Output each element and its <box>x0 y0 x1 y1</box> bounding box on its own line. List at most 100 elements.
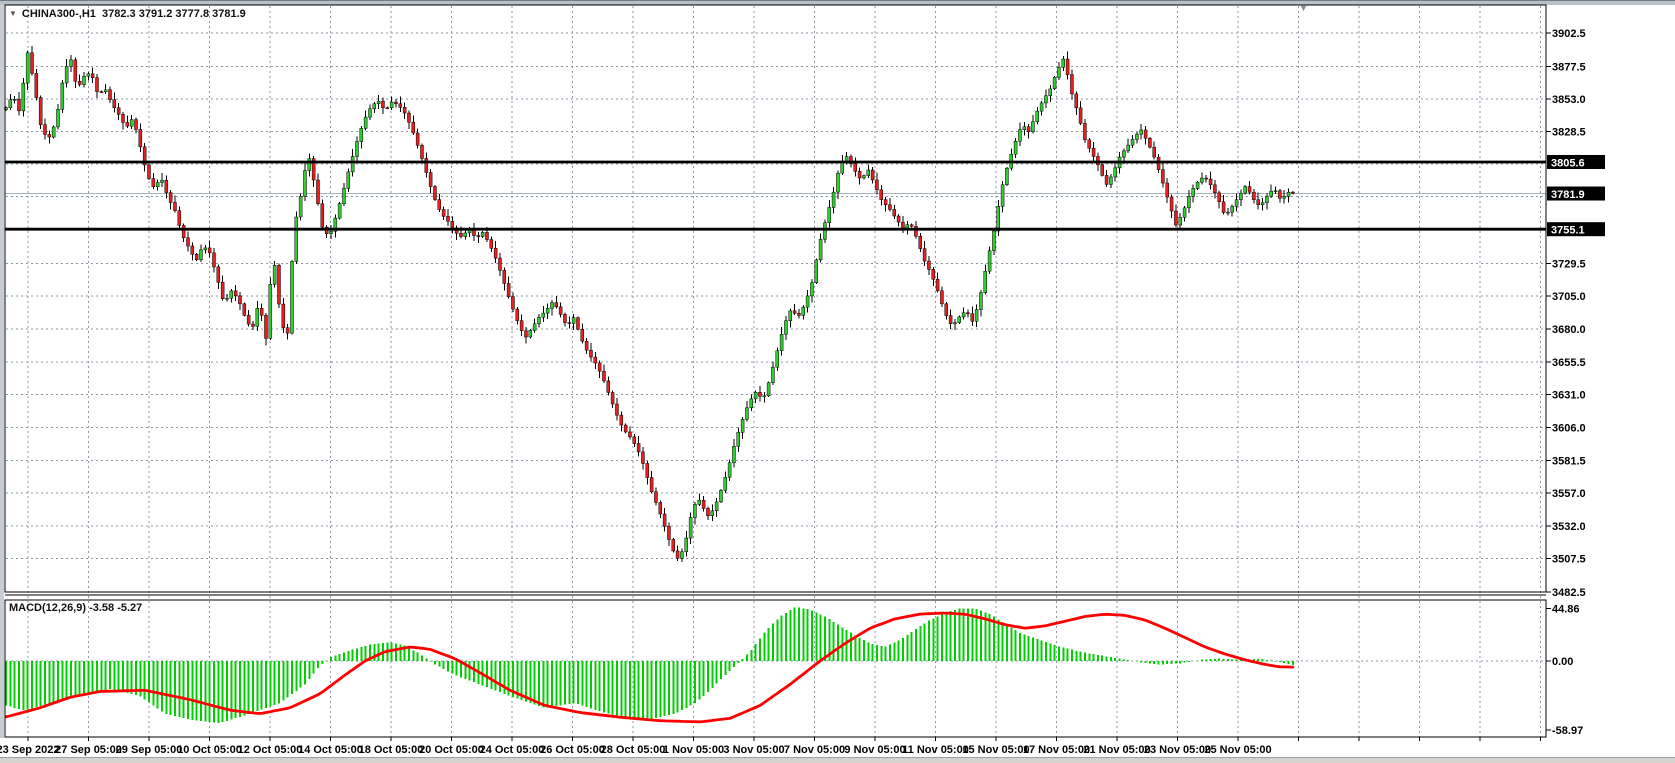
candle-up <box>801 306 806 316</box>
candle-down <box>450 221 455 229</box>
candle-up <box>866 169 871 176</box>
candle-up <box>1273 190 1278 192</box>
time-tick-label: 11 Nov 05:00 <box>902 744 969 756</box>
candle-down <box>407 112 411 123</box>
candle-up <box>719 490 723 503</box>
candle-down <box>883 199 888 206</box>
candle-down <box>43 124 47 135</box>
candle-up <box>463 232 468 237</box>
candle-up <box>532 323 537 331</box>
candle-down <box>576 317 580 330</box>
candle-up <box>1135 133 1139 140</box>
candle-up <box>60 82 65 110</box>
candle-down <box>30 52 34 74</box>
candle-up <box>272 265 277 285</box>
candle-down <box>1256 199 1260 205</box>
candle-up <box>766 382 771 397</box>
candle-down <box>476 235 481 237</box>
time-axis-background[interactable] <box>0 738 1675 757</box>
price-axis-background[interactable] <box>1547 5 1675 737</box>
candle-up <box>537 316 541 325</box>
price-axis[interactable]: 3902.5 3877.5 3853.0 3828.5 3729.5 3705.0 3680… <box>1546 28 1605 737</box>
candle-down <box>437 199 442 210</box>
candle-up <box>51 126 56 138</box>
candle-down <box>567 322 572 324</box>
symbol-dropdown-icon[interactable]: ▼ <box>9 9 17 18</box>
candle-down <box>433 186 437 200</box>
time-tick-label: 23 Sep 2022 <box>0 744 60 756</box>
candle-down <box>1247 186 1252 193</box>
candle-down <box>1087 139 1091 149</box>
candle-down <box>424 158 429 173</box>
candle-up <box>753 392 758 400</box>
candle-down <box>212 252 216 268</box>
candle-up <box>368 108 372 118</box>
candle-up <box>1039 102 1044 112</box>
candle-down <box>485 232 489 240</box>
time-tick-label: 3 Nov 05:00 <box>723 744 784 756</box>
candle-down <box>220 281 225 299</box>
candle-up <box>329 231 333 234</box>
indicator-values: -3.58 -5.27 <box>89 602 143 614</box>
macd-layer <box>4 607 1295 724</box>
candle-up <box>229 290 234 299</box>
chart-shift-marker-icon[interactable]: ▼ <box>1299 3 1308 13</box>
candle-down <box>1174 210 1178 226</box>
candle-up <box>86 73 91 77</box>
candle-down <box>446 216 450 222</box>
candle-up <box>268 284 273 339</box>
macd-tick-label: -58.97 <box>1552 725 1583 737</box>
candle-up <box>775 350 780 368</box>
candle-down <box>207 247 212 254</box>
candle-down <box>1074 93 1079 109</box>
candle-down <box>112 99 117 108</box>
candle-down <box>77 81 82 85</box>
time-tick-label: 20 Oct 05:00 <box>419 744 484 756</box>
candle-down <box>675 550 680 559</box>
candle-down <box>597 362 602 372</box>
candle-down <box>1165 182 1169 198</box>
candle-down <box>311 158 316 181</box>
candle-up <box>1113 167 1117 178</box>
candle-up <box>788 310 793 321</box>
candle-down <box>606 380 611 393</box>
candle-up <box>805 295 810 308</box>
candle-down <box>879 189 884 200</box>
candle-up <box>957 316 962 323</box>
candle-down <box>909 224 914 227</box>
candle-down <box>216 266 221 283</box>
candle-up <box>1182 207 1187 218</box>
price-badge-label: 3805.6 <box>1551 157 1585 169</box>
candle-down <box>264 315 268 339</box>
candle-up <box>1282 196 1286 199</box>
candle-up <box>831 191 836 208</box>
candle-up <box>1191 188 1195 197</box>
candle-down <box>441 209 446 217</box>
candle-up <box>732 446 736 464</box>
candle-down <box>246 315 251 325</box>
candle-down <box>667 526 671 540</box>
price-tick-label: 3902.5 <box>1552 28 1586 40</box>
candle-up <box>1187 196 1191 209</box>
candle-down <box>177 210 182 226</box>
candle-up <box>64 66 69 84</box>
candle-down <box>918 235 923 249</box>
candle-up <box>1230 206 1234 213</box>
candle-down <box>662 513 667 527</box>
candle-down <box>181 225 186 239</box>
candle-up <box>827 207 832 223</box>
candle-down <box>970 313 975 322</box>
candle-down <box>706 508 710 516</box>
candle-down <box>90 73 95 78</box>
candle-down <box>151 178 156 188</box>
candle-down <box>896 215 901 223</box>
candle-up <box>953 322 957 325</box>
candle-down <box>134 119 138 130</box>
candle-up <box>69 59 73 67</box>
price-badge-label: 3755.1 <box>1551 225 1585 237</box>
candle-down <box>892 209 897 217</box>
candle-up <box>1035 110 1040 122</box>
